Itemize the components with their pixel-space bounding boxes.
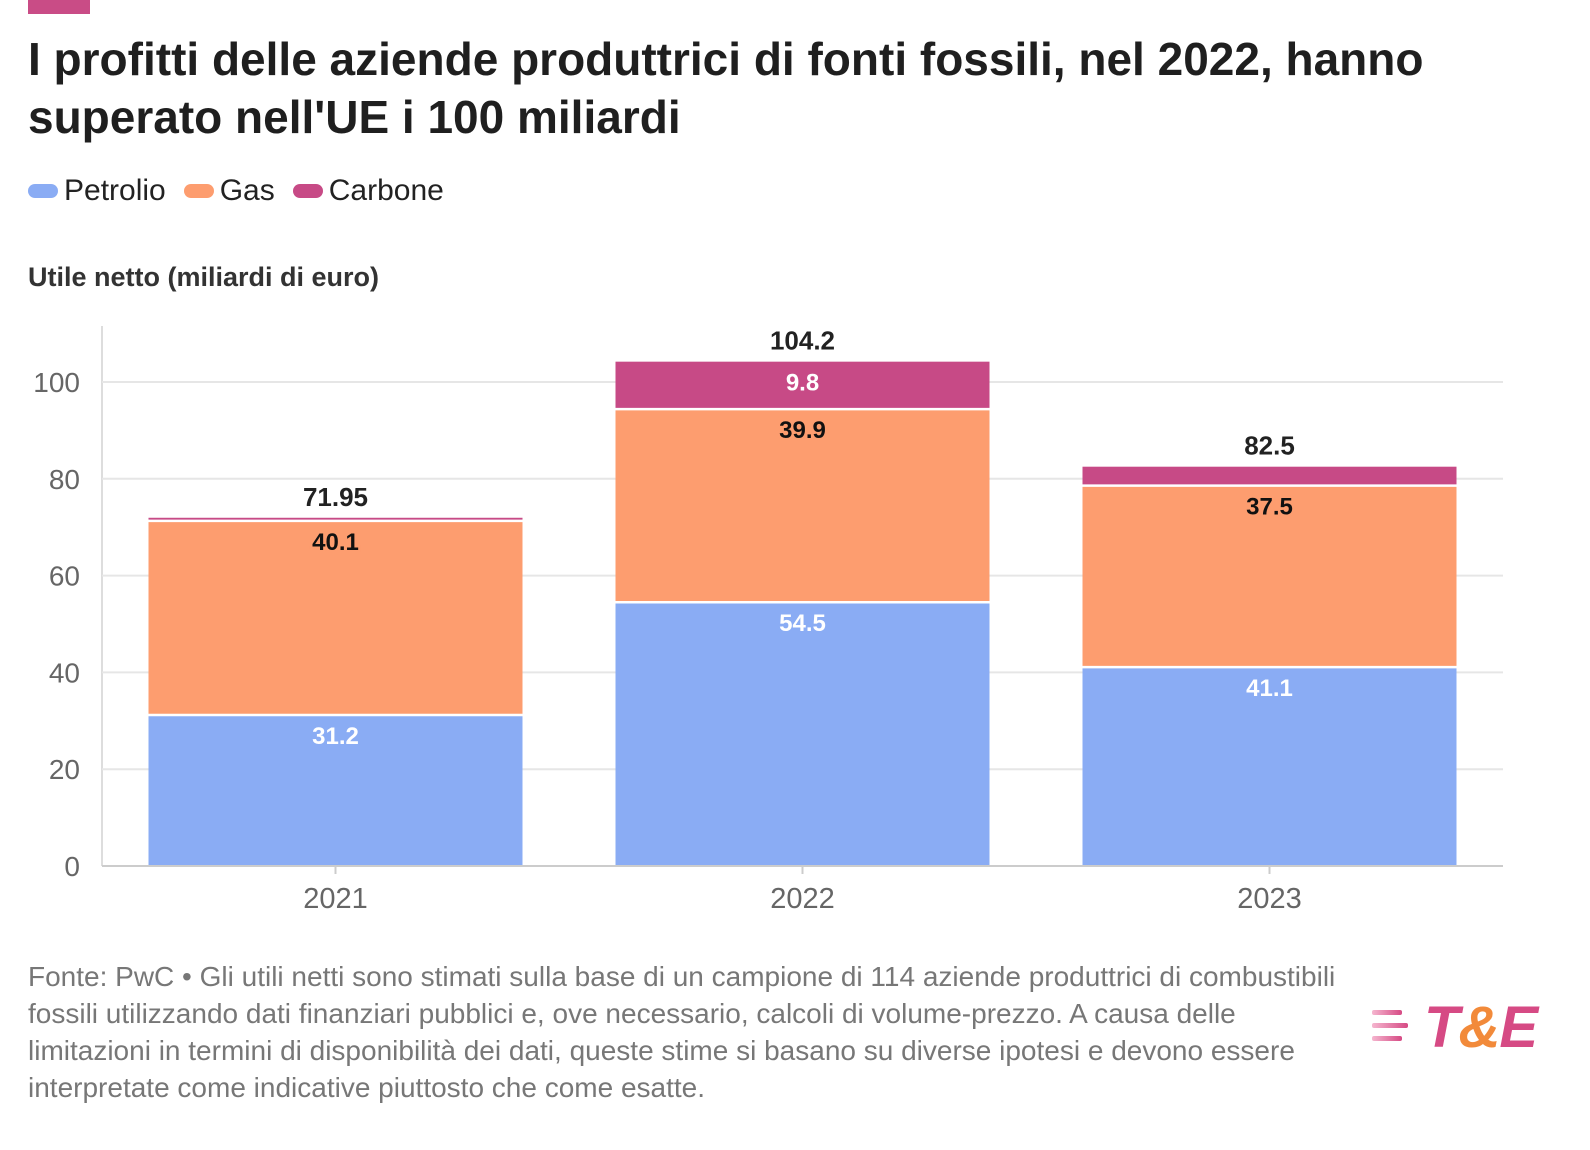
- total-label: 104.2: [770, 326, 835, 356]
- y-axis-title: Utile netto (miliardi di euro): [28, 262, 380, 292]
- te-logo: T&E: [1372, 995, 1547, 1060]
- legend-label-carbone: Carbone: [328, 174, 444, 207]
- legend: Petrolio Gas Carbone: [28, 174, 462, 208]
- data-label-petrolio: 31.2: [312, 723, 359, 750]
- chart-title: I profitti delle aziende produttrici di …: [28, 33, 1424, 143]
- source-footnote: Fonte: PwC • Gli utili netti sono stimat…: [28, 961, 1336, 1103]
- legend-label-petrolio: Petrolio: [64, 174, 166, 207]
- y-tick-label: 40: [49, 657, 80, 688]
- total-label: 82.5: [1244, 431, 1295, 461]
- total-label: 71.95: [303, 482, 368, 512]
- x-tick-label: 2023: [1237, 883, 1302, 915]
- legend-item-carbone: Carbone: [292, 174, 444, 208]
- bar-carbone-2021: [148, 517, 523, 521]
- bar-gas-2023: [1082, 485, 1457, 668]
- bar-petrolio-2023: [1082, 667, 1457, 866]
- y-tick-label: 0: [64, 851, 80, 882]
- bar-carbone-2023: [1082, 466, 1457, 486]
- y-tick-label: 20: [49, 754, 80, 785]
- y-tick-label: 80: [49, 464, 80, 495]
- x-tick-label: 2022: [770, 883, 835, 915]
- x-tick-label: 2021: [303, 883, 368, 915]
- bar-carbone-2022: [615, 361, 990, 410]
- bar-gas-2021: [148, 520, 523, 715]
- stacked-bar-chart: 0 20 40 60 80 100 31.2 40.1 71.95 2021 54.5 39.9 9.8…: [33, 326, 1503, 915]
- legend-swatch-petrolio: [28, 184, 58, 198]
- legend-label-gas: Gas: [219, 174, 275, 207]
- logo-speed-lines-icon: [1372, 1010, 1412, 1054]
- y-tick-label: 100: [33, 367, 80, 398]
- legend-item-gas: Gas: [183, 174, 275, 208]
- bar-petrolio-2021: [148, 714, 523, 866]
- data-label-petrolio: 54.5: [779, 610, 826, 637]
- legend-swatch-gas: [183, 184, 214, 198]
- accent-tab: [28, 0, 90, 14]
- data-label-petrolio: 41.1: [1246, 675, 1293, 702]
- data-label-carbone: 9.8: [786, 370, 819, 397]
- legend-swatch-carbone: [292, 184, 323, 198]
- data-label-gas: 39.9: [779, 417, 826, 444]
- data-label-gas: 37.5: [1246, 494, 1293, 521]
- y-tick-label: 60: [49, 561, 80, 592]
- bar-petrolio-2022: [615, 602, 990, 866]
- legend-item-petrolio: Petrolio: [28, 174, 166, 208]
- data-label-gas: 40.1: [312, 529, 359, 556]
- logo-wordmark: T&E: [1424, 995, 1538, 1060]
- bar-gas-2022: [615, 409, 990, 603]
